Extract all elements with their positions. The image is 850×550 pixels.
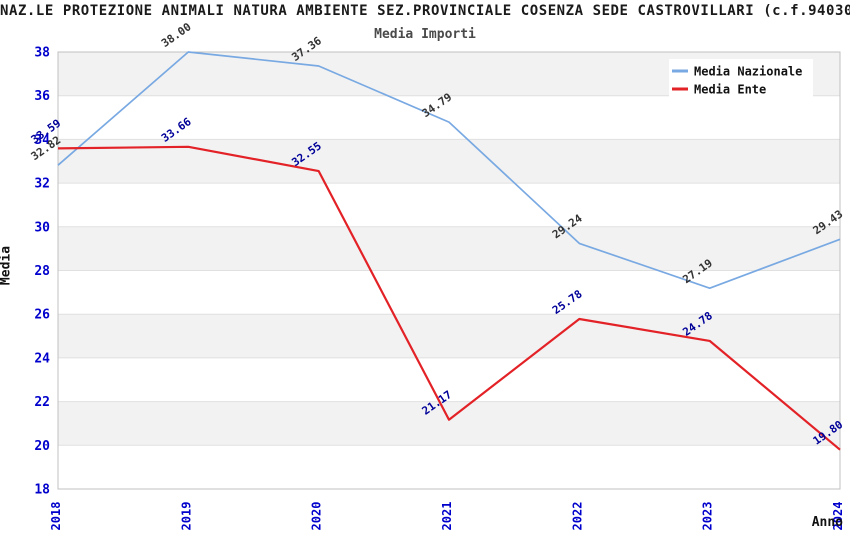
x-tick-label: 2023 bbox=[701, 502, 715, 531]
x-tick-label: 2018 bbox=[49, 502, 63, 531]
plot-frame bbox=[57, 51, 841, 490]
y-tick-label: 24 bbox=[34, 351, 50, 366]
x-axis-label: Anno bbox=[811, 515, 843, 530]
y-tick-label: 30 bbox=[34, 220, 50, 235]
legend-label-media-nazionale: Media Nazionale bbox=[694, 65, 802, 79]
series-line-media-nazionale bbox=[57, 51, 841, 290]
y-tick-label: 32 bbox=[34, 177, 50, 192]
grid-band bbox=[58, 226, 840, 271]
grid-band bbox=[58, 401, 840, 446]
chart-subtitle: Media Importi bbox=[374, 27, 476, 42]
y-tick-label: 38 bbox=[34, 46, 50, 61]
y-tick-label: 28 bbox=[34, 264, 50, 279]
x-tick-label: 2020 bbox=[310, 502, 324, 531]
y-tick-label: 22 bbox=[34, 395, 50, 410]
y-tick-label: 36 bbox=[34, 89, 50, 104]
series-line-media-ente bbox=[57, 145, 841, 451]
grid-band bbox=[58, 314, 840, 358]
data-label: 25.78 bbox=[550, 287, 585, 317]
x-tick-label: 2021 bbox=[440, 502, 454, 531]
y-tick-label: 34 bbox=[34, 133, 50, 148]
x-tick-label: 2019 bbox=[179, 502, 193, 531]
x-tick-label: 2022 bbox=[570, 502, 584, 531]
legend bbox=[669, 59, 813, 97]
legend-label-media-ente: Media Ente bbox=[694, 83, 766, 97]
data-label: 38.00 bbox=[159, 20, 194, 50]
y-tick-label: 26 bbox=[34, 308, 50, 323]
y-tick-label: 18 bbox=[34, 483, 50, 498]
y-tick-label: 20 bbox=[34, 439, 50, 454]
x-tick-label: 2024 bbox=[831, 502, 845, 531]
y-axis-label: Media bbox=[0, 245, 14, 286]
chart-title: NAZ.LE PROTEZIONE ANIMALI NATURA AMBIENT… bbox=[0, 3, 850, 19]
